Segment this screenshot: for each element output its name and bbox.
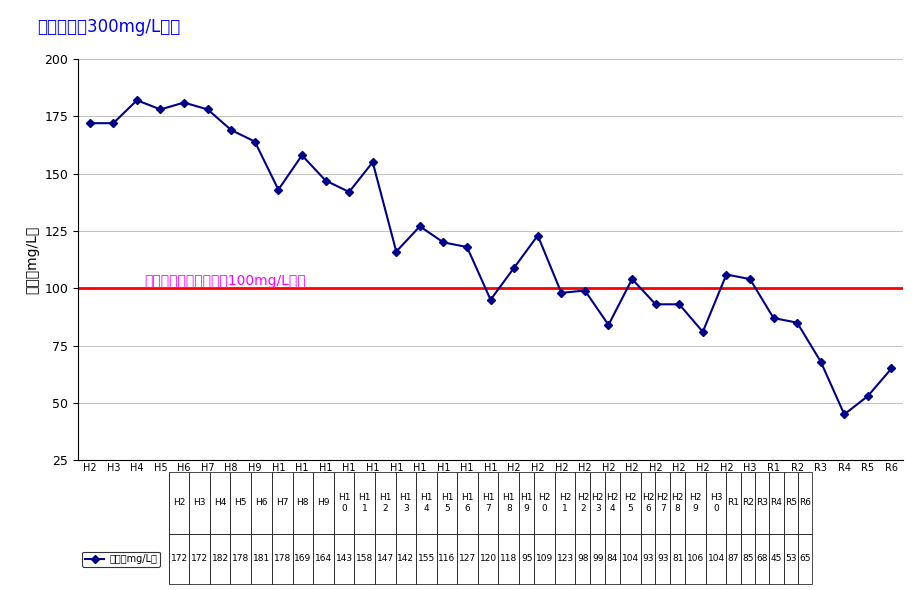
Legend: 硬度（mg/L）: 硬度（mg/L） <box>82 552 160 568</box>
Y-axis label: 硬度（mg/L）: 硬度（mg/L） <box>25 225 39 294</box>
Text: 水質基準　300mg/L以下: 水質基準 300mg/L以下 <box>37 18 180 36</box>
Text: 中長期計画の目標値　100mg/L以下: 中長期計画の目標値 100mg/L以下 <box>144 274 305 289</box>
